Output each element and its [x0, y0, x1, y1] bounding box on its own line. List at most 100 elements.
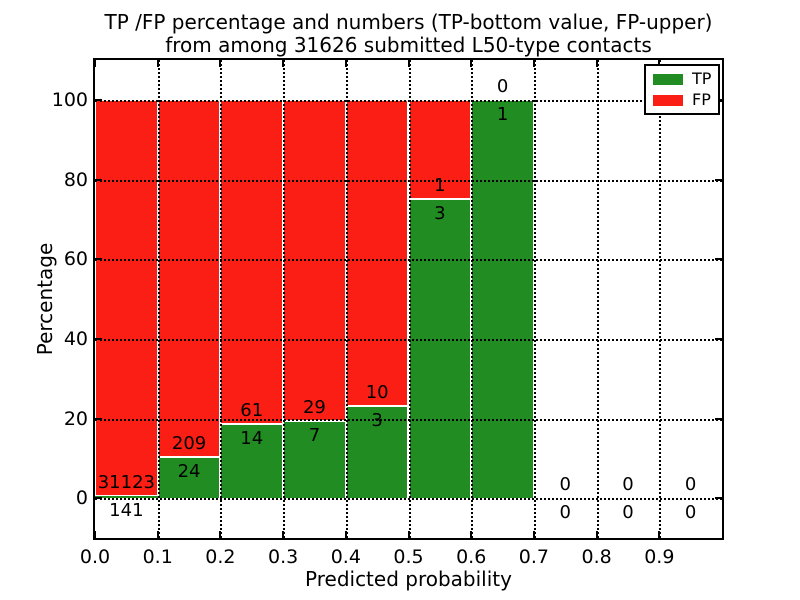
chart-title: TP /FP percentage and numbers (TP-bottom…: [95, 11, 722, 57]
legend: TP FP: [644, 64, 721, 115]
x-tick-top: [658, 60, 661, 67]
bar-label-fp: 1: [434, 175, 446, 197]
x-tick-bottom: [532, 531, 535, 538]
bar-label-tp: 24: [177, 461, 201, 483]
bar-label-tp: 14: [240, 427, 264, 449]
x-tick-bottom: [156, 531, 159, 538]
bar-label-fp: 31123: [97, 472, 155, 494]
y-tick-label: 20: [63, 407, 88, 430]
x-tick-top: [94, 60, 96, 67]
legend-label-tp: TP: [692, 69, 712, 88]
x-gridline: [220, 60, 223, 538]
y-tick-label: 60: [63, 248, 88, 271]
x-gridline: [596, 60, 599, 538]
y-gridline: [95, 498, 722, 501]
y-gridline: [95, 179, 722, 182]
bar-label-tp: 0: [559, 502, 571, 524]
x-gridline: [533, 60, 536, 538]
y-tick-left: [95, 337, 102, 340]
legend-item-fp: FP: [653, 92, 711, 108]
x-tick-top: [407, 60, 410, 67]
x-gridline: [345, 60, 348, 538]
bar-segment-fp: [220, 99, 284, 424]
x-tick-bottom: [407, 531, 410, 538]
y-gridline: [95, 259, 722, 262]
y-tick-label: 40: [63, 327, 88, 350]
y-tick-right: [715, 178, 722, 181]
y-tick-label: 100: [51, 88, 88, 111]
y-tick-right: [715, 417, 722, 420]
bar-segment-fp: [345, 99, 409, 407]
x-axis-label: Predicted probability: [305, 567, 512, 591]
x-gridline: [659, 60, 662, 538]
bar-segment-fp: [95, 99, 158, 497]
x-tick-label: 0.6: [456, 546, 487, 568]
y-tick-label: 80: [63, 168, 88, 191]
x-tick-bottom: [658, 531, 661, 538]
chart-title-line2: from among 31626 submitted L50-type cont…: [165, 33, 652, 57]
x-tick-label: 0.7: [518, 546, 549, 568]
y-tick-label: 0: [75, 487, 88, 510]
y-gridline: [95, 99, 722, 102]
y-gridline: [95, 418, 722, 421]
bar-label-tp: 0: [622, 502, 634, 524]
x-tick-top: [282, 60, 285, 67]
x-gridline: [157, 60, 160, 538]
bar-segment-tp: [345, 406, 409, 499]
bar-label-tp: 1: [496, 103, 509, 125]
y-tick-left: [95, 417, 102, 420]
x-tick-bottom: [470, 531, 473, 538]
y-tick-right: [715, 337, 722, 340]
bar-label-tp: 141: [109, 500, 144, 522]
x-tick-label: 0.8: [581, 546, 612, 568]
x-tick-label: 0.4: [330, 546, 361, 568]
y-tick-left: [95, 98, 102, 101]
x-gridline: [408, 60, 411, 538]
bar-label-fp: 29: [302, 396, 326, 418]
x-tick-top: [344, 60, 347, 67]
legend-label-fp: FP: [692, 90, 711, 109]
bar-label-tp: 0: [684, 502, 697, 524]
x-tick-bottom: [94, 531, 96, 538]
y-tick-left: [95, 497, 102, 500]
x-tick-label: 0.5: [393, 546, 424, 568]
x-tick-label: 0.9: [644, 546, 675, 568]
x-tick-bottom: [595, 531, 598, 538]
bar-segment-tp: [220, 423, 284, 499]
x-tick-label: 0.0: [79, 546, 111, 568]
y-tick-right: [715, 258, 722, 261]
x-gridline: [283, 60, 286, 538]
bar-label-fp: 61: [240, 399, 264, 421]
legend-swatch-tp-icon: [653, 73, 683, 85]
x-tick-top: [156, 60, 159, 67]
bar-label-fp: 0: [622, 474, 634, 496]
x-tick-label: 0.3: [267, 546, 299, 568]
bar-segment-fp: [157, 99, 221, 458]
x-tick-bottom: [344, 531, 347, 538]
legend-swatch-fp-icon: [653, 94, 683, 106]
bar-segment-tp: [471, 99, 534, 499]
x-tick-bottom: [219, 531, 222, 538]
x-tick-top: [595, 60, 598, 67]
y-gridline: [95, 338, 722, 341]
bar-label-tp: 3: [434, 203, 446, 225]
x-tick-top: [219, 60, 222, 67]
bar-segment-tp: [408, 199, 472, 499]
chart-title-line1: TP /FP percentage and numbers (TP-bottom…: [104, 10, 713, 34]
bar-label-tp: 3: [371, 410, 383, 432]
bar-label-fp: 0: [684, 474, 697, 496]
bar-label-fp: 0: [496, 75, 509, 97]
x-tick-top: [532, 60, 535, 67]
x-tick-label: 0.2: [205, 546, 236, 568]
y-tick-left: [95, 258, 102, 261]
bar-label-fp: 10: [365, 382, 389, 404]
x-tick-top: [470, 60, 473, 67]
bar-label-fp: 209: [171, 433, 207, 455]
plot-area: 31123 141 209 24 61 14 29 7 10 3 1 3 0 1 0 0 0 0 0 0: [94, 60, 722, 538]
bar-segment-tp: [95, 496, 158, 499]
x-tick-label: 0.1: [142, 546, 173, 568]
bar-label-fp: 0: [559, 474, 571, 496]
x-gridline: [471, 60, 474, 538]
bar-label-tp: 7: [308, 424, 321, 446]
